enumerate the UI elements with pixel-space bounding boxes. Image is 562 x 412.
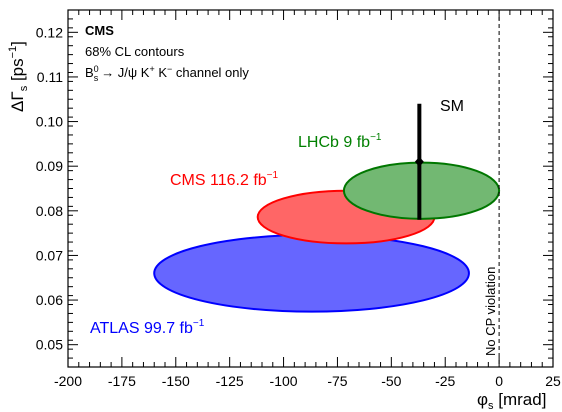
lhcb-label: LHCb 9 fb−1 xyxy=(298,132,382,151)
cl-contours-label: 68% CL contours xyxy=(85,44,185,59)
channel-k2-sup: − xyxy=(167,64,172,74)
x-axis-symbol: φ xyxy=(477,390,488,409)
channel-k1-sup: + xyxy=(149,64,154,74)
atlas-lumi: 99.7 xyxy=(144,320,175,337)
x-tick-label: 0 xyxy=(495,373,503,389)
atlas-name: ATLAS xyxy=(90,320,140,337)
x-axis-title: φs [mrad] xyxy=(477,390,546,412)
atlas-label: ATLAS 99.7 fb−1 xyxy=(90,318,205,337)
cms-lumi-unit-sup: −1 xyxy=(267,170,279,181)
y-axis-sub: s xyxy=(18,85,30,91)
channel-b-sup: 0 xyxy=(94,64,99,74)
x-tick-label: -100 xyxy=(270,373,298,389)
lhcb-contour xyxy=(342,161,501,220)
sm-point xyxy=(414,156,424,167)
y-axis-unit-sup: −1 xyxy=(7,46,19,59)
x-tick-label: -25 xyxy=(435,373,455,389)
lhcb-lumi-unit-sup: −1 xyxy=(370,132,382,143)
lhcb-name: LHCb xyxy=(298,134,339,151)
y-tick-label: 0.08 xyxy=(36,203,63,219)
x-tick-label: -150 xyxy=(162,373,190,389)
y-axis-symbol: ΔΓ xyxy=(8,91,27,112)
y-axis-ticks: 0.05 0.06 0.07 0.08 0.09 0.10 0.11 0.12 xyxy=(36,9,553,368)
y-tick-label: 0.06 xyxy=(36,292,63,308)
y-tick-label: 0.05 xyxy=(36,337,63,353)
channel-label: B0 s → J/ψ K+ K− channel only xyxy=(85,64,249,83)
y-axis-unit-pre: [ps xyxy=(8,58,27,85)
x-tick-label: 25 xyxy=(545,373,561,389)
atlas-contour xyxy=(153,233,470,313)
cms-lumi-unit: fb xyxy=(253,172,266,189)
lhcb-lumi-unit: fb xyxy=(357,134,370,151)
x-axis-unit: [mrad] xyxy=(494,390,547,409)
x-axis-ticks: -200 -175 -150 -125 -100 -75 -50 -25 0 25 xyxy=(54,10,561,389)
cms-label: CMS 116.2 fb−1 xyxy=(170,170,279,189)
channel-rest: → J/ψ K xyxy=(101,65,150,80)
cms-lumi: 116.2 xyxy=(210,172,249,189)
x-tick-label: -175 xyxy=(108,373,136,389)
no-cp-violation-label: No CP violation xyxy=(483,267,498,356)
sm-label: SM xyxy=(440,98,464,115)
experiment-label: CMS xyxy=(85,23,114,38)
sm-marker xyxy=(414,103,424,220)
x-axis-sub: s xyxy=(488,400,494,412)
y-axis-title: ΔΓs [ps−1] xyxy=(7,41,30,112)
y-tick-label: 0.10 xyxy=(36,114,63,130)
channel-b-sub: s xyxy=(94,73,99,83)
y-axis-unit-post: ] xyxy=(8,41,27,46)
channel-suffix: channel only xyxy=(172,65,249,80)
cms-name: CMS xyxy=(170,172,206,189)
atlas-lumi-unit: fb xyxy=(180,320,193,337)
y-tick-label: 0.12 xyxy=(36,24,63,40)
x-tick-label: -125 xyxy=(216,373,244,389)
lhcb-lumi: 9 xyxy=(343,134,352,151)
y-tick-label: 0.09 xyxy=(36,158,63,174)
x-tick-label: -200 xyxy=(54,373,82,389)
x-tick-label: -50 xyxy=(381,373,401,389)
x-tick-label: -75 xyxy=(327,373,347,389)
contour-ellipses xyxy=(153,161,501,313)
y-tick-label: 0.07 xyxy=(36,247,63,263)
channel-b: B xyxy=(85,65,94,80)
atlas-lumi-unit-sup: −1 xyxy=(193,318,205,329)
channel-mid: K xyxy=(155,65,168,80)
y-tick-label: 0.11 xyxy=(37,69,63,85)
